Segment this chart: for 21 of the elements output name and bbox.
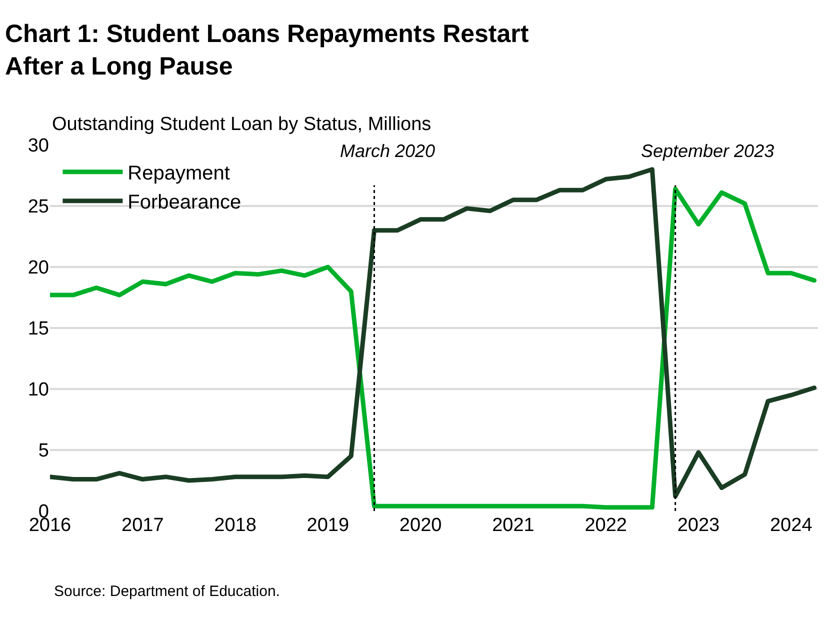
x-tick-label: 2023 [677, 515, 720, 536]
ref-line-label: March 2020 [340, 141, 436, 161]
x-tick-label: 2020 [399, 515, 442, 536]
source-note: Source: Department of Education. [54, 583, 280, 600]
chart-title: Chart 1: Student Loans Repayments Restart After a Long Pause [5, 20, 530, 80]
x-tick-label: 2017 [122, 515, 164, 536]
x-tick-label: 2024 [770, 515, 813, 536]
legend-label: Repayment [128, 162, 230, 185]
x-tick-label: 2022 [584, 515, 627, 536]
x-tick-label: 2018 [214, 515, 256, 536]
y-tick-label: 10 [28, 380, 49, 401]
ref-line-label: September 2023 [641, 141, 774, 161]
x-tick-label: 2021 [492, 515, 534, 536]
y-tick-label: 20 [28, 258, 49, 279]
chart-subtitle: Outstanding Student Loan by Status, Millions [52, 114, 432, 135]
y-tick-label: 5 [38, 440, 49, 462]
y-tick-label: 15 [28, 318, 49, 340]
y-tick-label: 25 [28, 196, 49, 218]
x-tick-label: 2019 [306, 515, 350, 536]
legend-label: Forbearance [128, 192, 242, 214]
y-tick-label: 30 [28, 136, 49, 157]
